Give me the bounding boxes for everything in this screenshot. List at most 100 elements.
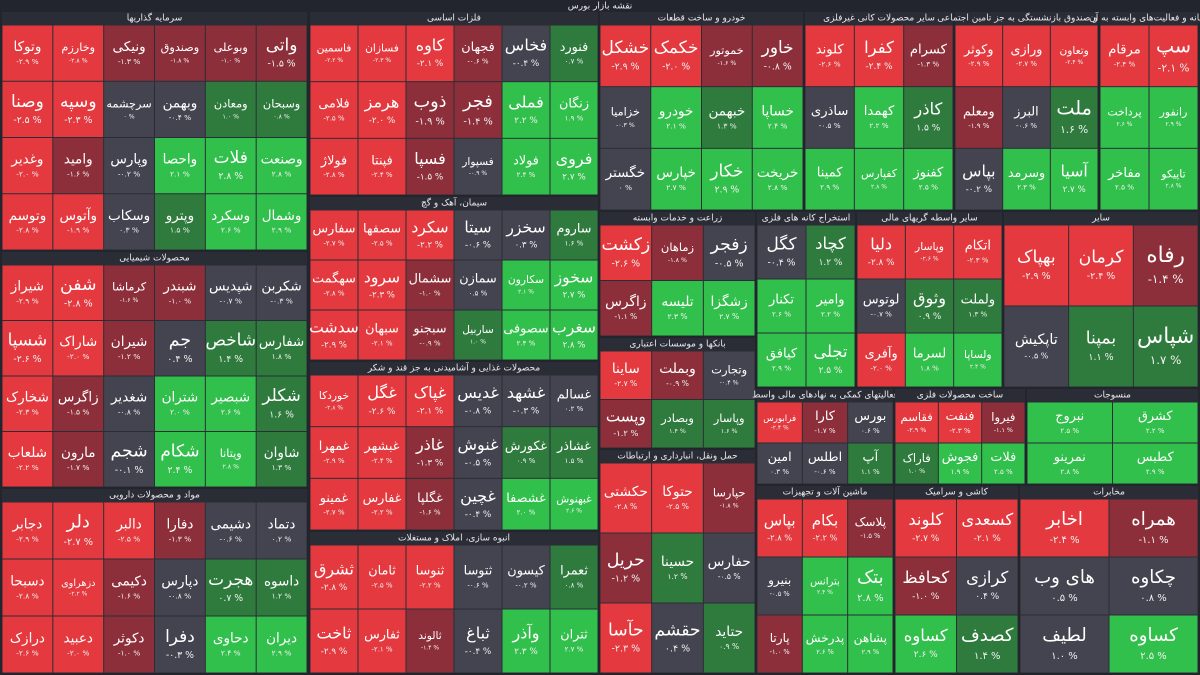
sector-name: سایر xyxy=(1091,214,1110,224)
tile xyxy=(53,376,104,431)
tile-name: سبجنو xyxy=(412,322,446,337)
tile-name: کساوه xyxy=(904,626,948,646)
tile-name: اطلس xyxy=(808,450,842,465)
tile-name: خساپا xyxy=(761,103,793,119)
tile-change: ۲.۰ % xyxy=(517,507,536,516)
tile xyxy=(895,557,956,615)
tile-change: ۱.۹ % xyxy=(951,467,970,476)
tile xyxy=(310,310,358,360)
tile-change: -۱.۰ % xyxy=(118,648,140,657)
tile xyxy=(256,25,307,81)
tile-name: وتجارت xyxy=(711,363,747,378)
tile xyxy=(53,81,104,137)
tile-name: شبصیر xyxy=(210,390,250,406)
tile-name: غبشهر xyxy=(364,439,400,454)
tile-change: ۱.۰ % xyxy=(908,468,925,475)
tile-name: خکار xyxy=(709,161,743,181)
tile-change: ۰.۸ % xyxy=(273,114,290,121)
tile-name: کشرق xyxy=(1138,409,1173,424)
tile-change: ۲.۴ % xyxy=(970,363,986,370)
tile-change: -۲.۳ % xyxy=(967,255,989,264)
tile-change: -۰.۶ % xyxy=(220,534,242,543)
tile-change: -۲.۸ % xyxy=(321,583,348,593)
tile xyxy=(358,427,406,478)
tile-name: فروی xyxy=(556,149,593,169)
tile-name: غچین xyxy=(460,486,496,506)
tile-name: حآسا xyxy=(608,618,644,640)
tile-change: ۱.۰ % xyxy=(470,338,486,345)
tile-change: -۲.۳ % xyxy=(369,291,395,301)
tile-change: ۲.۹ % xyxy=(272,648,292,657)
tile xyxy=(1149,87,1198,148)
tile-change: ۲.۷ % xyxy=(565,644,584,653)
tile-change: -۰.۹ % xyxy=(419,338,441,347)
tile-change: -۰.۲ % xyxy=(966,185,992,195)
tile-change: -۲.۱ % xyxy=(1158,62,1190,74)
tile-name: غدیس xyxy=(457,383,499,403)
tile-change: ۲.۱ % xyxy=(518,288,534,295)
tile-name: وسرمد xyxy=(1008,165,1045,181)
sector-name: استخراج کانه های فلزی xyxy=(762,214,851,224)
tile-name: وبوعلی xyxy=(214,41,248,55)
tile-change: ۰.۵ % xyxy=(469,288,488,297)
tile-name: واتی xyxy=(266,35,298,55)
tile-change: ۲.۶ % xyxy=(772,309,791,318)
tile-change: -۰.۴ % xyxy=(169,113,191,122)
tile-change: ۲.۸ % xyxy=(871,183,887,190)
tile-name: غسالم xyxy=(557,388,592,403)
tile-name: تلیسه xyxy=(661,294,693,310)
tile-change: ۱.۸ % xyxy=(920,363,939,372)
tile-change: -۲.۶ % xyxy=(16,648,38,657)
tile-change: ۲.۶ % xyxy=(221,408,241,417)
tile xyxy=(256,432,307,487)
tile-change: -۱.۰ % xyxy=(169,297,191,306)
tile-name: وپست xyxy=(606,407,646,426)
tile-change: -۲.۹ % xyxy=(321,341,347,351)
tile xyxy=(1149,148,1198,210)
tile-name: غشصفا xyxy=(506,491,546,506)
tile xyxy=(104,432,154,487)
tile-change: -۲.۸ % xyxy=(16,226,38,235)
tile-name: بپاس xyxy=(764,512,796,531)
tile-name: ساروم xyxy=(557,222,592,237)
tile-change: -۲.۹ % xyxy=(611,61,639,72)
tile-change: ۰.۳ % xyxy=(119,226,139,235)
tile xyxy=(757,615,802,673)
map-title: نقشه بازار بورس xyxy=(568,2,633,12)
tile-name: ثتوسا xyxy=(464,564,493,579)
tile-name: ثاخت xyxy=(317,623,352,642)
tile-name: وبصادر xyxy=(660,411,694,426)
tile-name: غشاذر xyxy=(556,439,591,454)
tile-name: شکام xyxy=(160,441,199,461)
tile-change: -۲.۸ % xyxy=(323,170,345,179)
sector-name: بیمه و صندوق بازنشستگی به جز تامین اجتما… xyxy=(937,12,1115,24)
tile-name: پارتا xyxy=(770,631,790,646)
tile-change: -۲.۹ % xyxy=(1022,271,1051,282)
tile-name: دالبر xyxy=(115,516,142,532)
sector xyxy=(2,12,307,250)
tile xyxy=(651,148,701,210)
tile xyxy=(1003,25,1050,87)
tile-name: خشکل xyxy=(602,37,650,57)
sector-name: خودرو و ساخت قطعات xyxy=(658,14,746,24)
tile-name: غمینو xyxy=(319,491,349,506)
tile xyxy=(406,609,454,673)
tile-name: ومعادن xyxy=(214,97,248,111)
tile-name: کرماشا xyxy=(112,281,147,295)
tile xyxy=(550,210,598,260)
tile-change: -۲.۸ % xyxy=(323,288,345,297)
tile-change: -۲.۵ % xyxy=(371,580,393,589)
sector-name: سایر محصولات کانی غیرفلزی xyxy=(823,14,935,24)
tile-name: نبروج xyxy=(1055,409,1084,424)
tile-name: ثامان xyxy=(368,564,396,579)
tile-change: -۱.۰ % xyxy=(221,57,240,64)
tile-change: ۲.۴ % xyxy=(168,465,193,476)
tile xyxy=(104,194,154,250)
tile-change: ۲.۴ % xyxy=(768,121,788,130)
tile xyxy=(205,502,256,559)
tile xyxy=(406,82,454,138)
tile xyxy=(502,545,550,609)
tile xyxy=(550,25,598,82)
tile xyxy=(805,87,854,148)
tile xyxy=(550,609,598,673)
